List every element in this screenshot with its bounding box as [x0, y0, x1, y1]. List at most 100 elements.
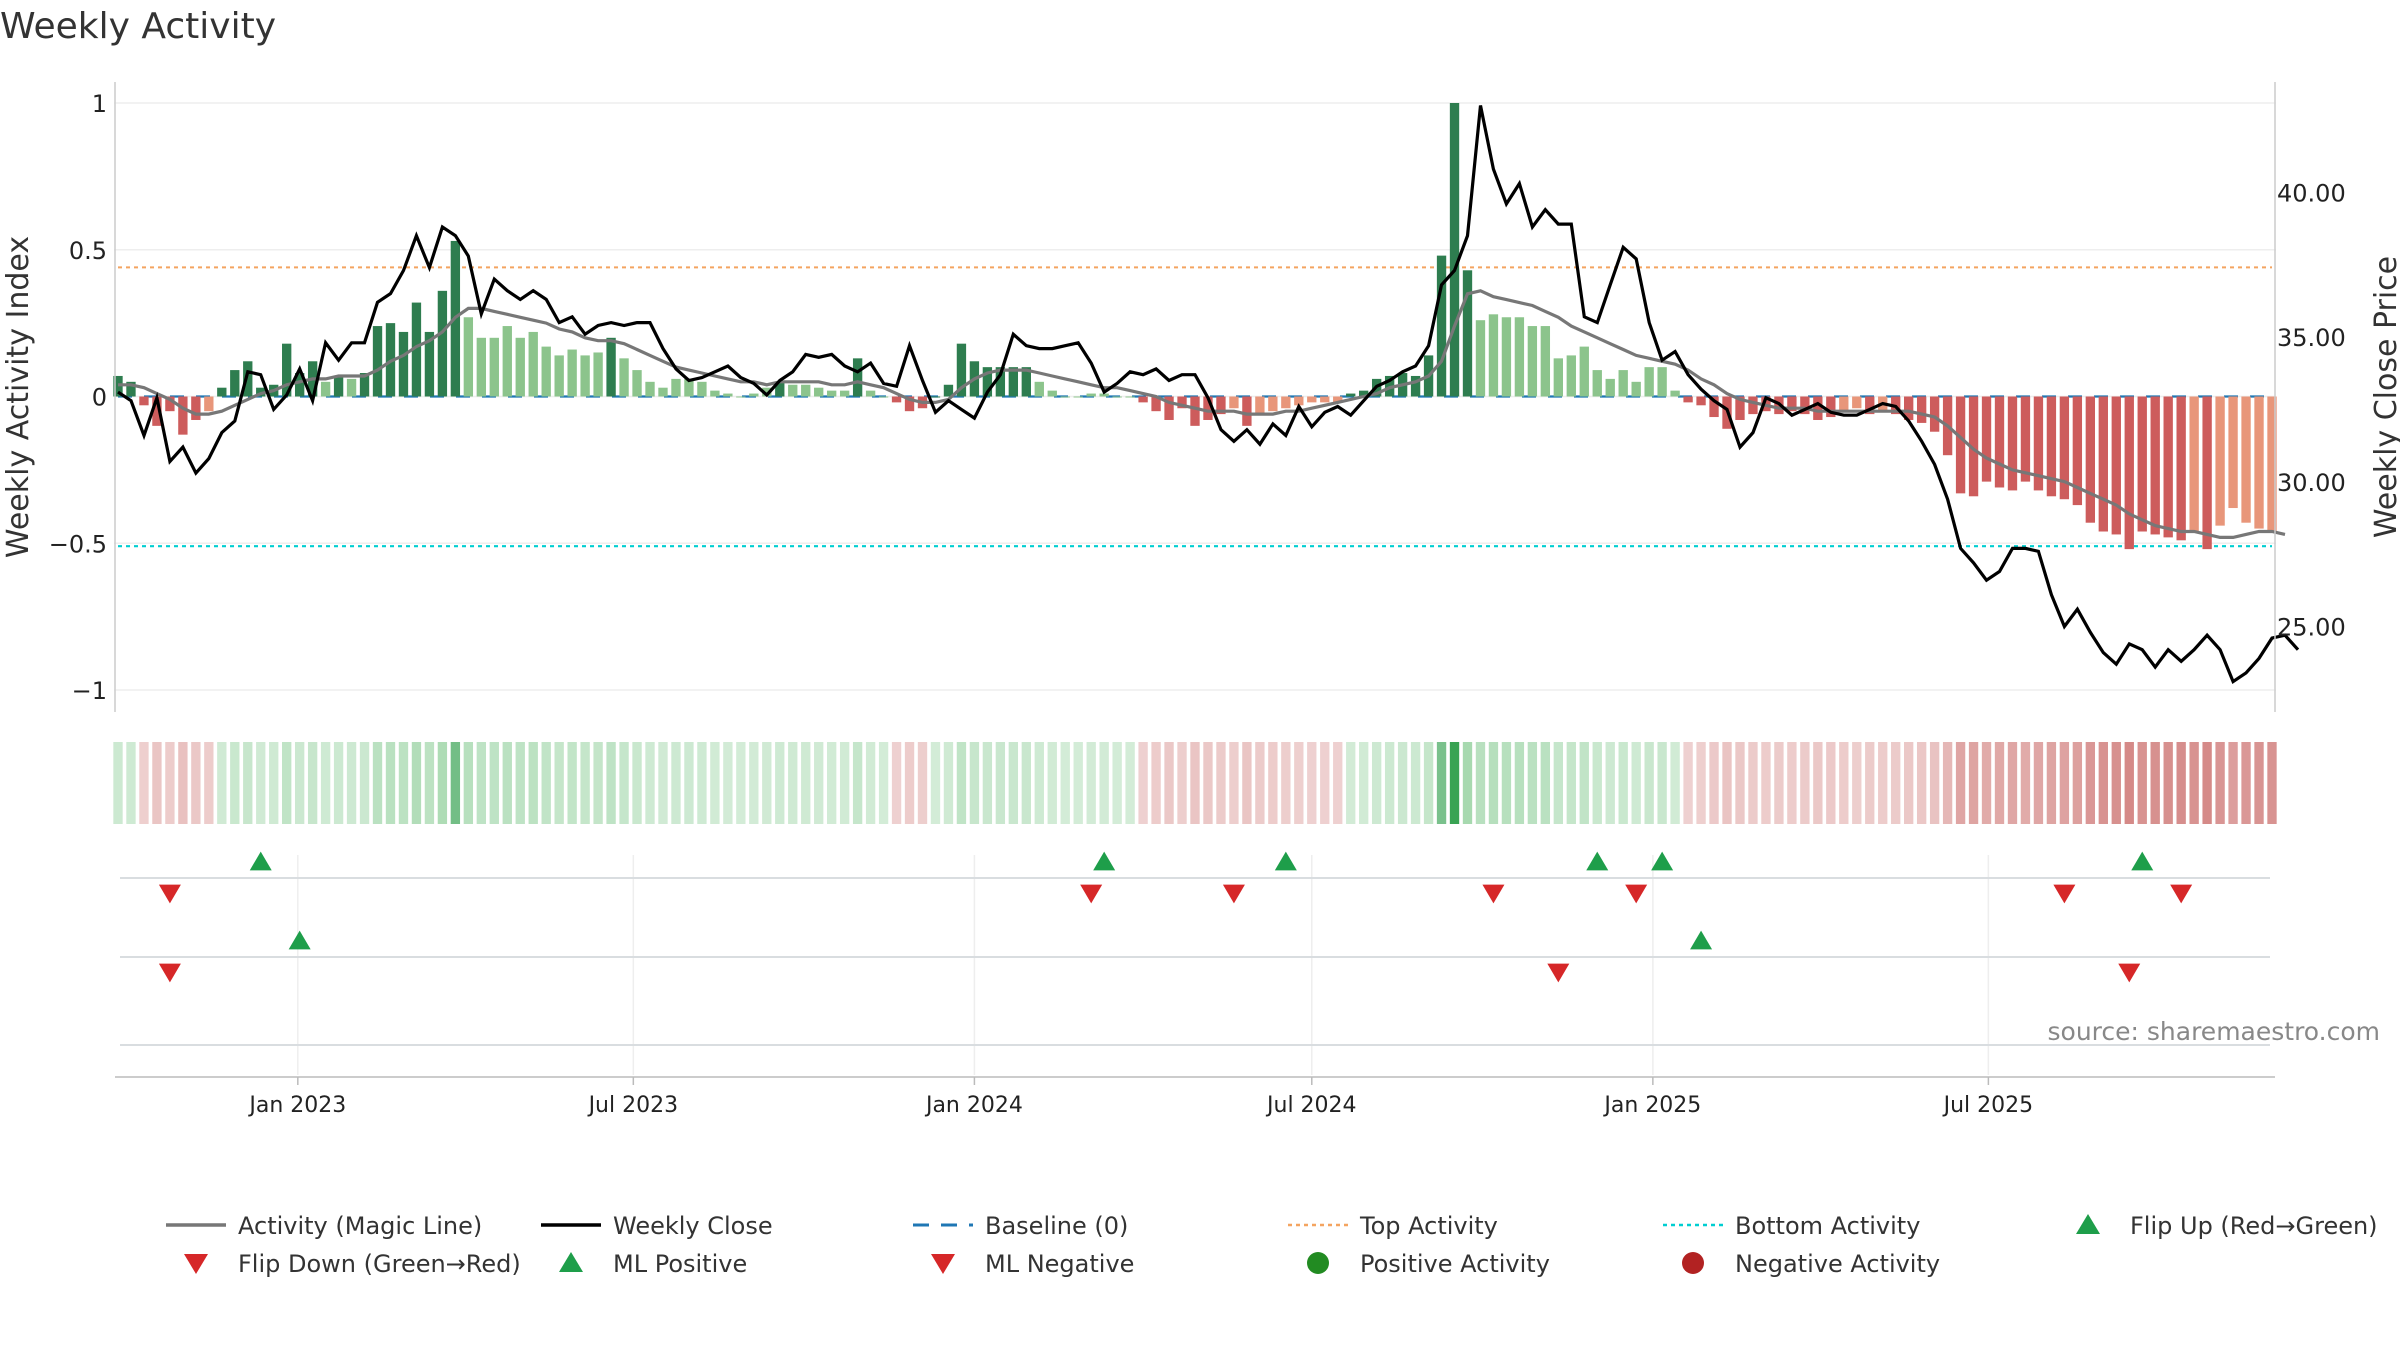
activity-bar — [398, 331, 409, 397]
strip-cell — [1942, 742, 1953, 824]
strip-cell — [1060, 742, 1070, 824]
strip-cell — [671, 742, 681, 824]
activity-bar — [762, 387, 772, 397]
activity-bar — [1955, 396, 1966, 494]
activity-bar — [476, 337, 486, 397]
strip-cell — [904, 742, 915, 824]
activity-bar — [827, 390, 837, 397]
strip-cell — [995, 742, 1006, 824]
strip-cell — [2059, 742, 2070, 824]
legend: Activity (Magic Line) Weekly Close Baselin… — [166, 1212, 2378, 1278]
activity-bar — [2007, 396, 2018, 491]
strip-cell — [2072, 742, 2083, 824]
activity-bar — [1748, 396, 1758, 415]
activity-bar — [2254, 396, 2264, 529]
activity-bar — [710, 390, 720, 397]
y-axis-right-label: Weekly Close Price — [2369, 256, 2400, 538]
activity-bar — [1592, 370, 1602, 397]
strip-cell — [969, 742, 980, 824]
strip-cell — [1929, 742, 1940, 824]
activity-bar — [1540, 326, 1551, 397]
strip-cell — [1735, 742, 1745, 824]
strip-cell — [1865, 742, 1875, 824]
strip-cell — [1774, 742, 1784, 824]
flip-up-marker — [1651, 851, 1674, 871]
activity-bar — [2124, 396, 2134, 550]
legend-label: Weekly Close — [613, 1212, 773, 1240]
strip-cell — [2085, 742, 2096, 824]
strip-cell — [1683, 742, 1693, 824]
strip-cell — [2137, 742, 2147, 824]
activity-bar — [1553, 358, 1563, 397]
source-note: source: sharemaestro.com — [2048, 1017, 2381, 1046]
activity-bar — [1449, 103, 1460, 397]
strip-cell — [554, 742, 564, 824]
activity-bar — [1644, 367, 1654, 397]
activity-bar — [930, 396, 941, 398]
activity-bar — [1696, 396, 1706, 406]
strip-cell — [956, 742, 967, 824]
y-right-tick-label: 35.00 — [2277, 324, 2346, 352]
strip-cell — [1553, 742, 1563, 824]
activity-bar — [1060, 396, 1070, 398]
strip-cell — [191, 742, 201, 824]
strip-cell — [372, 742, 383, 824]
activity-bar — [1968, 396, 1979, 497]
activity-bar — [2059, 396, 2070, 500]
strip-cell — [1462, 742, 1473, 824]
strip-cell — [1384, 742, 1395, 824]
strip-cell — [917, 742, 928, 824]
strip-cell — [1891, 742, 1901, 824]
strip-cell — [1216, 742, 1226, 824]
strip-cell — [165, 742, 175, 824]
strip-cell — [1709, 742, 1719, 824]
strip-cell — [1423, 742, 1434, 824]
strip-cell — [1994, 742, 2005, 824]
legend-item: Flip Up (Red→Green) — [2076, 1212, 2378, 1240]
strip-cell — [697, 742, 707, 824]
strip-cell — [359, 742, 370, 824]
strip-cell — [749, 742, 759, 824]
strip-cell — [1800, 742, 1810, 824]
legend-swatch-circle — [1682, 1252, 1704, 1274]
x-tick-label: Jul 2023 — [587, 1093, 679, 1118]
activity-bar — [1683, 396, 1693, 403]
strip-cell — [515, 742, 525, 824]
strip-cell — [645, 742, 655, 824]
x-tick-label: Jul 2025 — [1942, 1093, 2034, 1118]
activity-bar — [814, 387, 824, 397]
activity-bar — [489, 337, 499, 397]
activity-bar — [1333, 396, 1343, 403]
ml-negative-marker — [158, 963, 181, 983]
activity-bar — [1099, 393, 1109, 397]
strip-cell — [528, 742, 538, 824]
activity-bar — [658, 387, 668, 397]
strip-cell — [1540, 742, 1551, 824]
strip-cell — [736, 742, 746, 824]
strip-cell — [126, 742, 136, 824]
activity-bar — [943, 384, 954, 397]
strip-cell — [2163, 742, 2173, 824]
activity-bar — [904, 396, 915, 412]
activity-bar — [1242, 396, 1252, 426]
series-lines — [117, 105, 2300, 685]
strip-cell — [1177, 742, 1187, 824]
strip-cell — [113, 742, 123, 824]
activity-bar — [1657, 367, 1667, 397]
activity-bar — [1138, 396, 1148, 403]
activity-bar — [1294, 396, 1304, 406]
strip-cell — [1514, 742, 1525, 824]
activity-bar — [671, 378, 681, 397]
activity-bar — [1346, 393, 1356, 397]
activity-bar — [2020, 396, 2031, 482]
strip-cell — [788, 742, 798, 824]
activity-bar — [2241, 396, 2251, 523]
strip-cell — [891, 742, 902, 824]
activity-bar — [2228, 396, 2238, 509]
activity-bar — [2072, 396, 2083, 506]
legend-label: Activity (Magic Line) — [238, 1212, 482, 1240]
strip-cell — [723, 742, 733, 824]
activity-bar — [320, 381, 331, 397]
strip-cell — [463, 742, 474, 824]
